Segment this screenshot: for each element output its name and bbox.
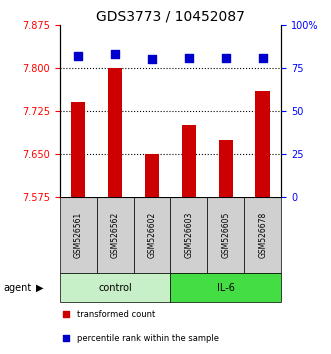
- Bar: [244, 197, 281, 273]
- Bar: [133, 197, 170, 273]
- Point: [228, 202, 234, 207]
- Text: control: control: [98, 282, 132, 292]
- Text: GSM526678: GSM526678: [259, 212, 267, 258]
- Point: [223, 55, 228, 60]
- Bar: [170, 197, 208, 273]
- Text: transformed count: transformed count: [77, 310, 156, 319]
- Text: IL-6: IL-6: [217, 282, 235, 292]
- Text: agent: agent: [3, 282, 31, 292]
- Bar: [145, 154, 160, 197]
- Bar: [71, 102, 85, 197]
- Bar: [256, 91, 270, 197]
- Text: GSM526562: GSM526562: [111, 212, 119, 258]
- Point: [260, 55, 265, 60]
- Text: ▶: ▶: [36, 282, 44, 292]
- Text: GSM526602: GSM526602: [148, 212, 157, 258]
- Bar: [218, 140, 233, 197]
- Text: GSM526605: GSM526605: [221, 212, 230, 258]
- Bar: [208, 197, 244, 273]
- Text: GSM526603: GSM526603: [184, 212, 193, 258]
- Bar: [97, 197, 133, 273]
- Bar: [181, 125, 196, 197]
- Bar: [170, 273, 281, 302]
- Point: [149, 56, 155, 62]
- Point: [112, 51, 118, 57]
- Point: [75, 53, 81, 59]
- Bar: [60, 197, 97, 273]
- Point: [186, 55, 192, 60]
- Bar: [60, 273, 170, 302]
- Title: GDS3773 / 10452087: GDS3773 / 10452087: [96, 10, 245, 24]
- Bar: [108, 68, 122, 197]
- Text: GSM526561: GSM526561: [73, 212, 82, 258]
- Text: percentile rank within the sample: percentile rank within the sample: [77, 334, 219, 343]
- Point: [228, 226, 234, 232]
